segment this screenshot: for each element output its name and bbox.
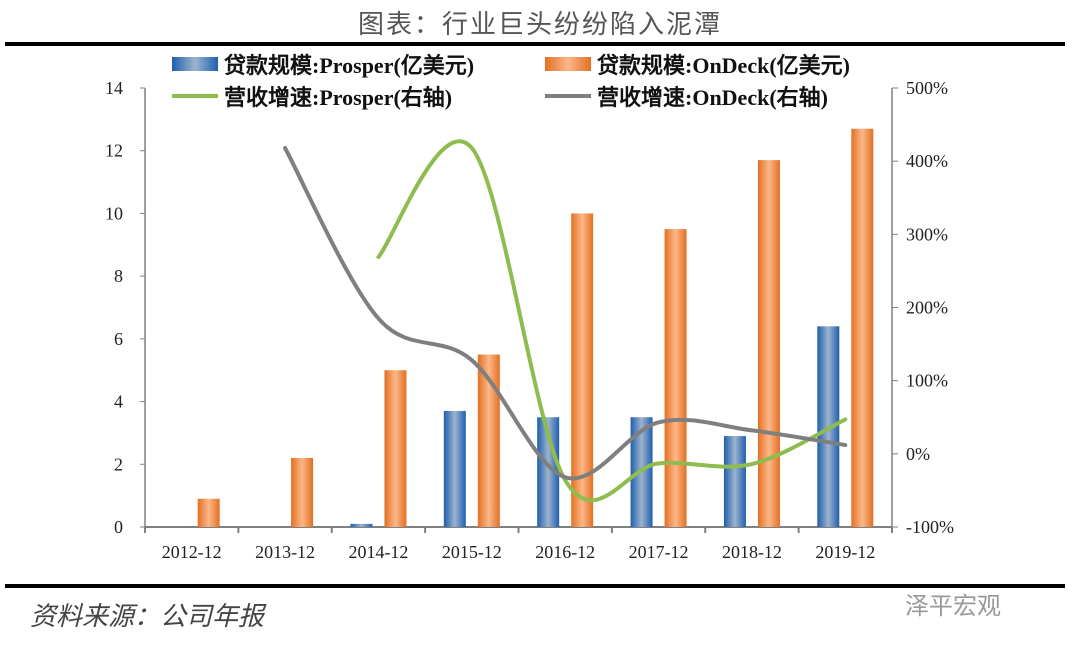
y-left-tick-label: 0 (114, 517, 123, 537)
bar-prosper (537, 417, 560, 527)
x-tick-label: 2017-12 (629, 542, 689, 562)
top-rule (5, 42, 1065, 46)
legend-label: 营收增速:OnDeck(右轴) (597, 85, 828, 110)
legend-label: 贷款规模:OnDeck(亿美元) (597, 53, 850, 78)
legend-label: 贷款规模:Prosper(亿美元) (224, 53, 474, 78)
x-tick-label: 2015-12 (442, 542, 502, 562)
y-right-tick-label: 200% (906, 298, 948, 318)
bar-ondeck (384, 370, 407, 527)
source-note: 资料来源：公司年报 (30, 602, 265, 632)
legend-swatch (545, 57, 591, 71)
x-tick-label: 2012-12 (162, 542, 222, 562)
x-tick-label: 2013-12 (255, 542, 315, 562)
y-right-tick-label: 0% (906, 444, 930, 464)
bar-prosper (443, 410, 466, 527)
y-left-tick-label: 12 (105, 141, 123, 161)
chart-title: 图表：行业巨头纷纷陷入泥潭 (357, 10, 722, 39)
watermark: 泽平宏观 (905, 592, 1001, 620)
x-tick-label: 2018-12 (722, 542, 782, 562)
bar-ondeck (291, 458, 314, 527)
bar-ondeck (851, 128, 874, 527)
x-tick-label: 2014-12 (348, 542, 408, 562)
y-right-tick-label: 100% (906, 371, 948, 391)
bar-ondeck (757, 160, 780, 527)
bar-prosper (350, 523, 373, 527)
y-right-tick-label: 300% (906, 224, 948, 244)
legend-swatch (172, 57, 218, 71)
line-prosper (376, 139, 848, 503)
y-left-tick-label: 4 (114, 392, 123, 412)
x-tick-label: 2019-12 (815, 542, 875, 562)
y-left-tick-label: 10 (105, 203, 123, 223)
bar-prosper (723, 436, 746, 527)
line-ondeck (283, 145, 848, 481)
y-right-tick-label: 400% (906, 151, 948, 171)
y-left-tick-label: 14 (105, 78, 123, 98)
bar-ondeck (571, 213, 594, 527)
bottom-rule (5, 584, 1065, 588)
bar-ondeck (477, 354, 500, 527)
legend-label: 营收增速:Prosper(右轴) (224, 85, 452, 110)
y-left-tick-label: 2 (114, 454, 123, 474)
x-tick-label: 2016-12 (535, 542, 595, 562)
y-left-tick-label: 6 (114, 329, 123, 349)
bar-ondeck (664, 229, 687, 527)
bar-ondeck (197, 498, 220, 527)
y-right-tick-label: 500% (906, 78, 948, 98)
y-left-tick-label: 8 (114, 266, 123, 286)
y-right-tick-label: -100% (906, 517, 954, 537)
